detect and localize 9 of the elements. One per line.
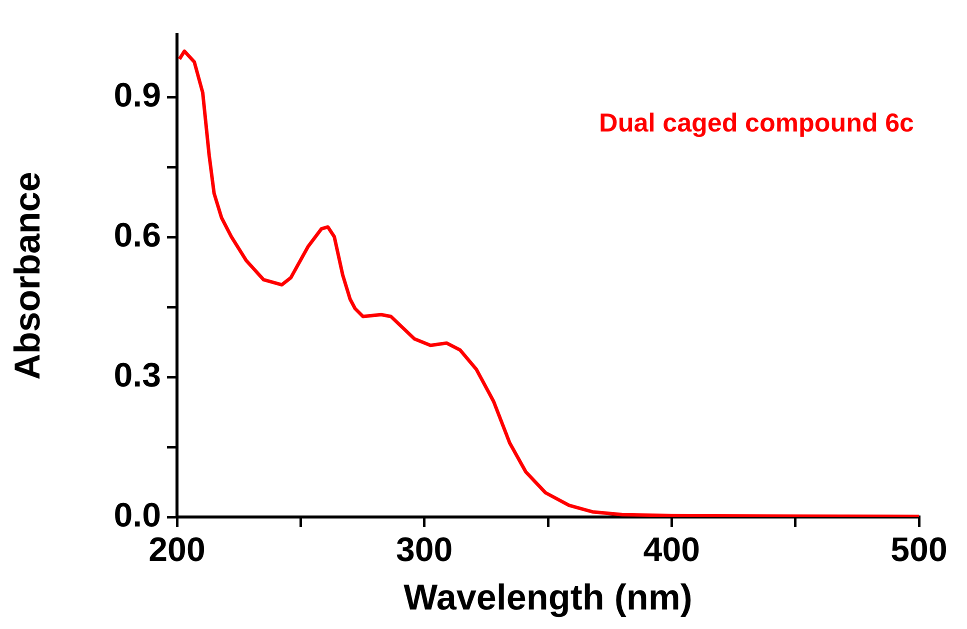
x-axis-title: Wavelength (nm) <box>404 576 692 618</box>
y-tick-label: 0.3 <box>114 356 161 394</box>
x-tick-label: 500 <box>890 530 948 569</box>
x-tick-label: 300 <box>396 530 453 569</box>
text: Dual caged compound 6c <box>599 108 914 138</box>
x-tick-label: 400 <box>643 530 700 569</box>
y-tick-label: 0.9 <box>114 76 161 115</box>
y-tick-label: 0.6 <box>114 216 161 255</box>
y-axis-title: Absorbance <box>6 172 48 380</box>
